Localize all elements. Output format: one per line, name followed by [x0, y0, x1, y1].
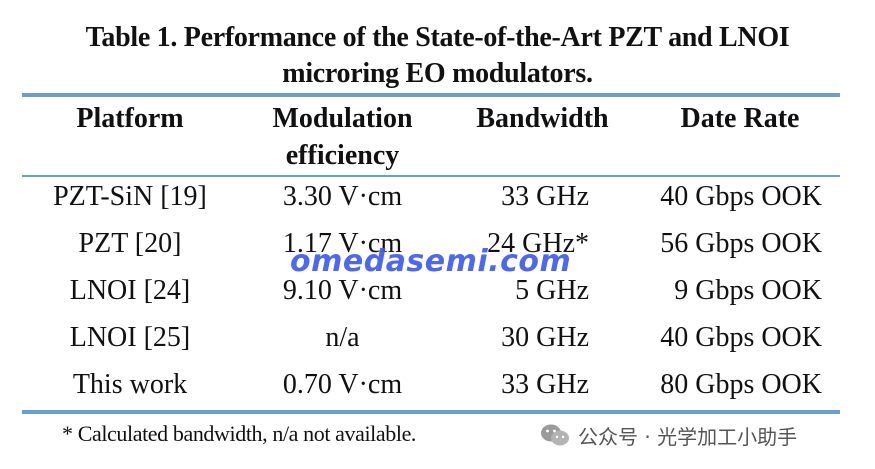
- bottom-rule: [22, 410, 840, 414]
- cell-modulation-efficiency: 9.10 V·cm: [282, 275, 403, 306]
- cell-data-rate: 56 Gbps OOK: [660, 228, 822, 259]
- header-bandwidth-line-1: Bandwidth: [476, 103, 609, 134]
- cell-platform: This work: [72, 369, 188, 400]
- header-data-rate-line-1: Date Rate: [680, 103, 800, 134]
- table-caption: Table 1. Performance of the State-of-the…: [0, 20, 875, 92]
- header-modulation-line-1: Modulation: [272, 103, 413, 134]
- cell-modulation-efficiency: 1.17 V·cm: [282, 228, 403, 259]
- caption-line-2: microring EO modulators.: [282, 58, 593, 89]
- cell-platform: LNOI [24]: [69, 275, 191, 306]
- table-row: This work 0.70 V·cm 33 GHz 80 Gbps OOK: [0, 362, 875, 408]
- cell-modulation-efficiency: 3.30 V·cm: [282, 181, 403, 212]
- cell-bandwidth: 5 GHz: [515, 275, 589, 306]
- header-modulation-line-2: efficiency: [285, 140, 400, 171]
- header-bandwidth: Bandwidth: [455, 100, 630, 137]
- cell-platform: PZT-SiN [19]: [53, 181, 207, 212]
- cell-data-rate: 9 Gbps OOK: [674, 275, 822, 306]
- cell-data-rate: 40 Gbps OOK: [660, 322, 822, 353]
- cell-bandwidth: 33 GHz: [501, 181, 589, 212]
- cell-platform: PZT [20]: [78, 228, 182, 259]
- header-platform: Platform: [30, 100, 230, 137]
- cell-bandwidth: 33 GHz: [501, 369, 589, 400]
- cell-modulation-efficiency: 0.70 V·cm: [282, 369, 403, 400]
- wechat-icon: [541, 424, 569, 446]
- header-modulation-efficiency: Modulation efficiency: [240, 100, 445, 174]
- table-row: PZT [20] 1.17 V·cm 24 GHz* 56 Gbps OOK: [0, 221, 875, 267]
- cell-data-rate: 40 Gbps OOK: [660, 181, 822, 212]
- footnote: * Calculated bandwidth, n/a not availabl…: [62, 421, 417, 446]
- watermark-text: omedasemi.com: [290, 244, 572, 279]
- cell-bandwidth: 30 GHz: [501, 322, 589, 353]
- cell-bandwidth: 24 GHz*: [487, 228, 589, 259]
- cell-platform: LNOI [25]: [69, 322, 191, 353]
- header-platform-line-1: Platform: [76, 103, 184, 134]
- header-data-rate: Date Rate: [640, 100, 840, 137]
- header-rule: [22, 175, 840, 177]
- table-row: LNOI [24] 9.10 V·cm 5 GHz 9 Gbps OOK: [0, 268, 875, 314]
- table-row: PZT-SiN [19] 3.30 V·cm 33 GHz 40 Gbps OO…: [0, 174, 875, 220]
- top-rule: [22, 93, 840, 97]
- cell-data-rate: 80 Gbps OOK: [660, 369, 822, 400]
- cell-modulation-efficiency: n/a: [325, 322, 360, 353]
- table-row: LNOI [25] n/a 30 GHz 40 Gbps OOK: [0, 315, 875, 361]
- wechat-attribution: 公众号 · 光学加工小助手: [540, 420, 797, 450]
- caption-line-1: Table 1. Performance of the State-of-the…: [85, 22, 790, 53]
- wechat-label: 公众号 · 光学加工小助手: [578, 424, 798, 449]
